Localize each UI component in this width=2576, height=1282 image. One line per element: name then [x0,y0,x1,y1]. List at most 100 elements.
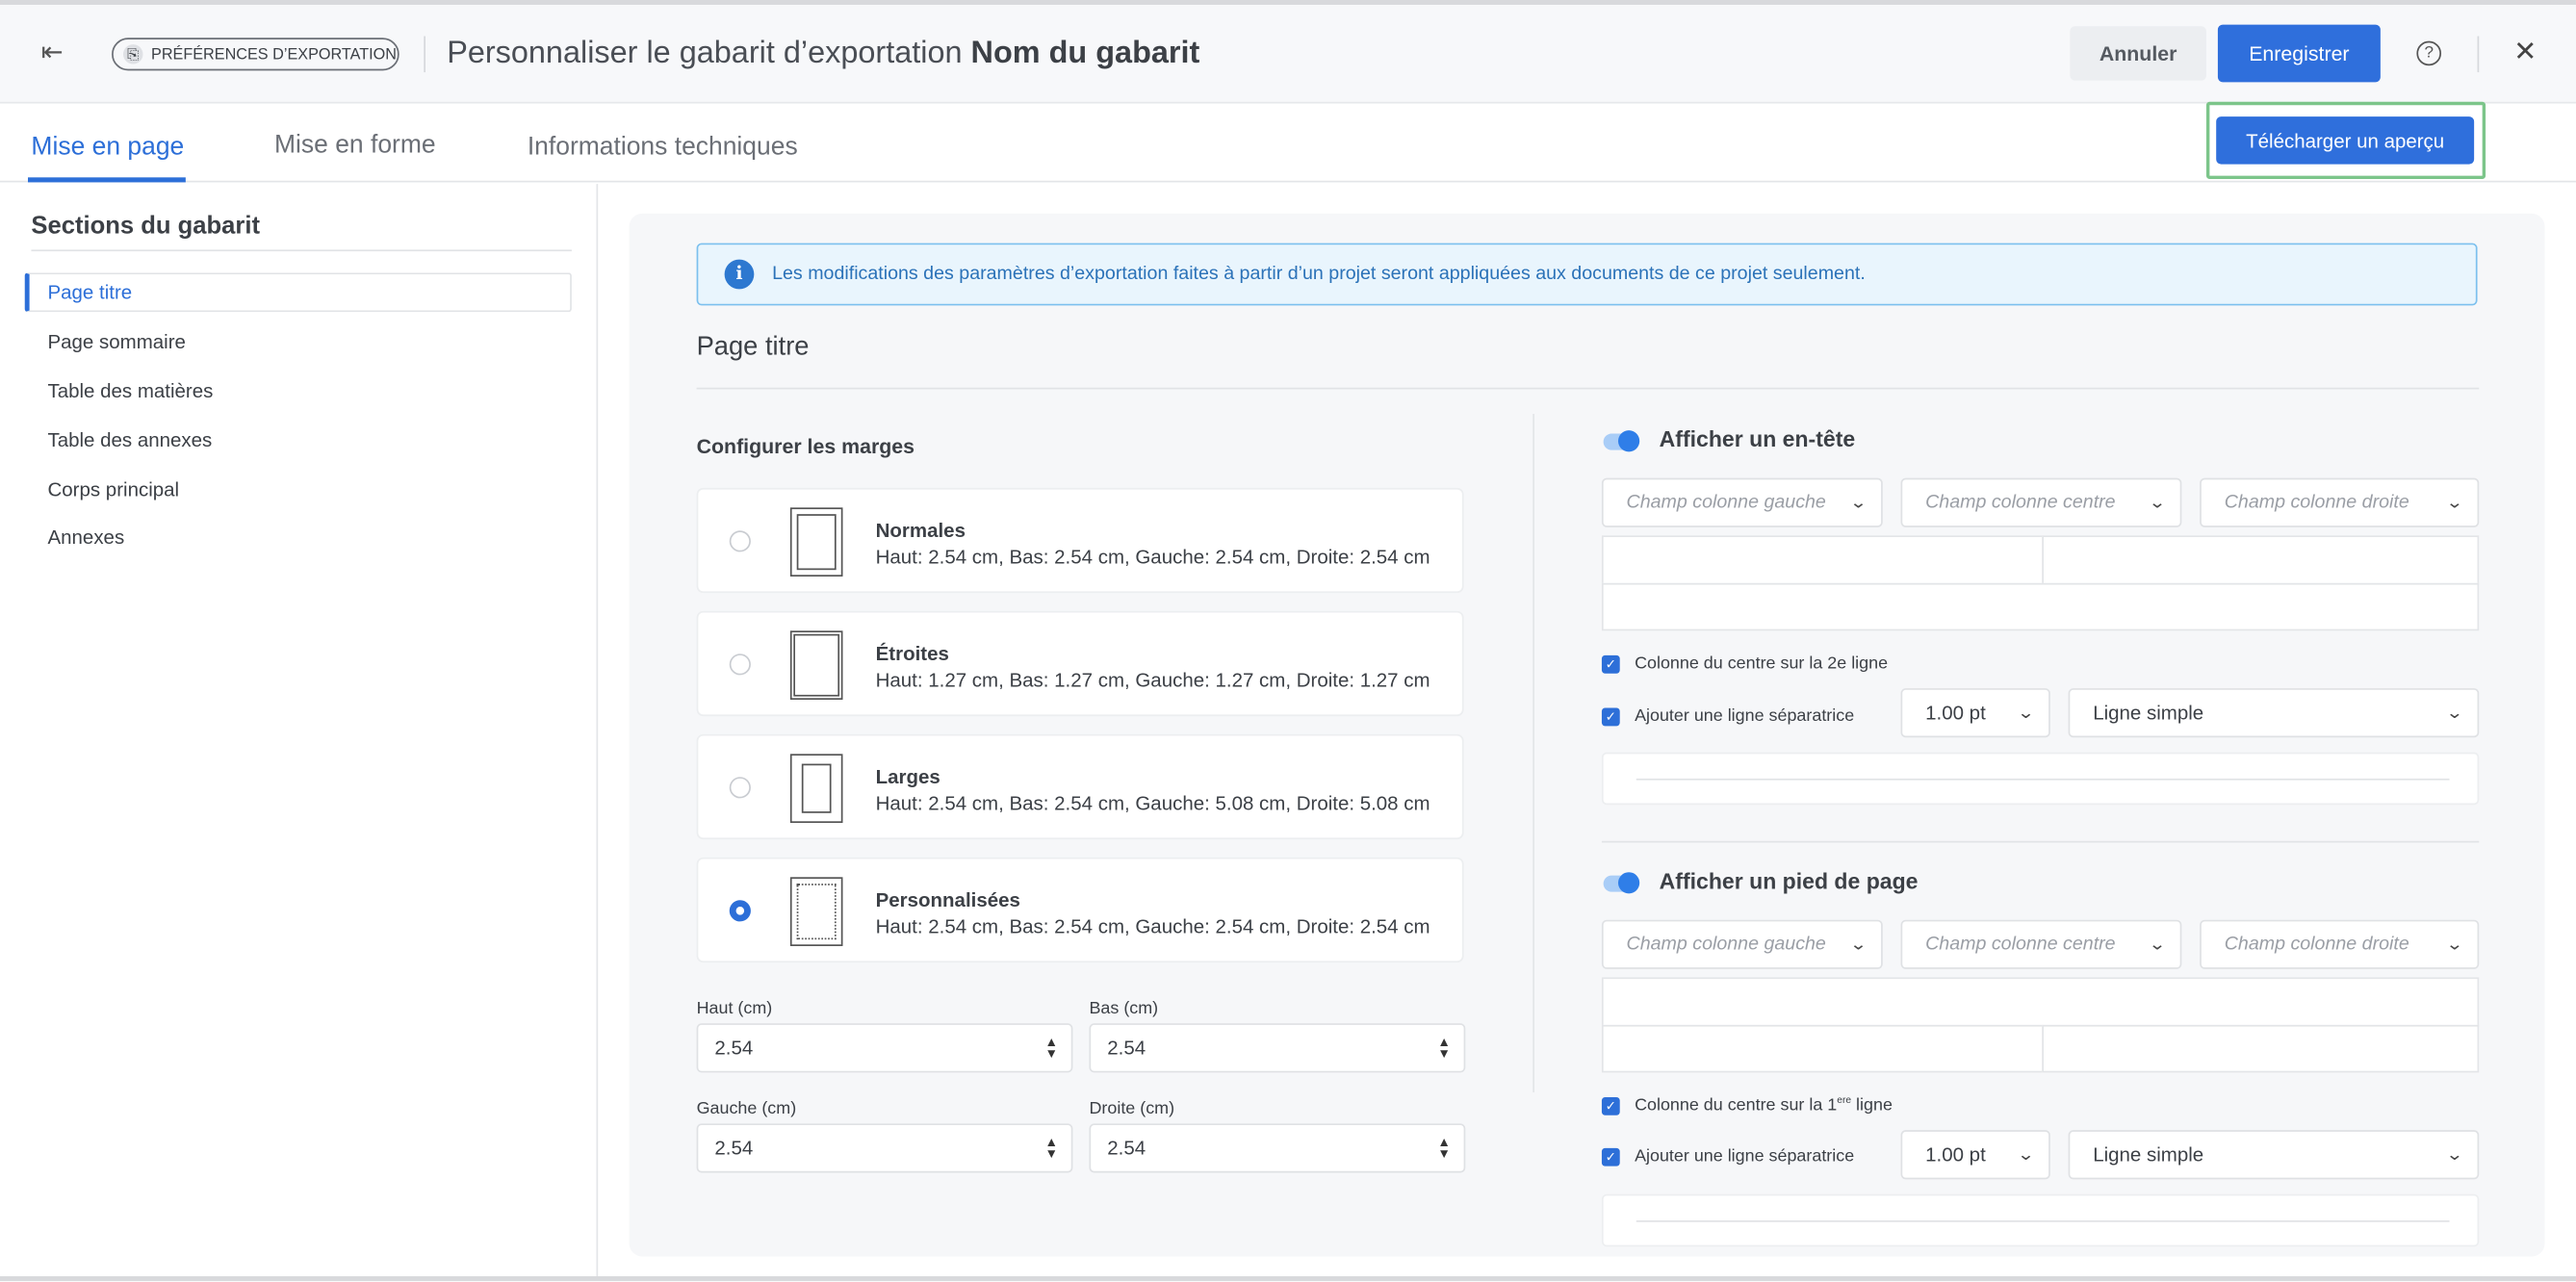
margin-option-etroites[interactable]: Étroites Haut: 1.27 cm, Bas: 1.27 cm, Ga… [696,610,1464,717]
bottom-margin-label: Bas (cm) [1089,998,1159,1019]
column-divider [1533,414,1534,1092]
footer-center-row-checkbox[interactable]: ✓ [1601,1097,1620,1115]
margins-title: Configurer les marges [696,435,915,459]
header-toggle-label: Afficher un en-tête [1659,426,1856,452]
page-title: Personnaliser le gabarit d’exportation N… [447,37,1199,73]
tab-bar [0,103,2576,183]
sidebar-item-table-des-matieres[interactable]: Table des matières [47,379,214,403]
footer-center-field-select[interactable]: Champ colonne centre ⌄ [1900,919,2182,969]
value: 2.54 [1107,1036,1146,1060]
option-desc: Haut: 2.54 cm, Bas: 2.54 cm, Gauche: 2.5… [875,914,1430,938]
footer-separator-label: Ajouter une ligne séparatrice [1635,1146,1855,1167]
info-banner: i Les modifications des paramètres d’exp… [696,243,2478,306]
header-separator-label: Ajouter une ligne séparatrice [1635,705,1855,727]
cancel-button[interactable]: Annuler [2070,26,2206,81]
chevron-down-icon: ⌄ [2016,704,2035,723]
header-separator-checkbox[interactable]: ✓ [1601,707,1620,727]
radio-normales[interactable] [729,530,751,552]
chevron-down-icon: ⌄ [2445,493,2463,512]
sidebar-title: Sections du gabarit [31,212,260,241]
stepper-icon[interactable]: ▲ ▼ [1437,1135,1451,1162]
download-preview-button[interactable]: Télécharger un aperçu [2216,116,2475,165]
value: 2.54 [714,1036,754,1060]
label-pre: Colonne du centre sur la 1 [1635,1095,1838,1115]
footer-toggle[interactable] [1603,872,1640,894]
top-margin-input[interactable]: 2.54 ▲ ▼ [696,1023,1073,1073]
option-desc: Haut: 1.27 cm, Bas: 1.27 cm, Gauche: 1.2… [875,668,1430,692]
help-icon[interactable]: ? [2416,40,2442,66]
stepper-icon[interactable]: ▲ ▼ [1044,1135,1059,1162]
collapse-left-icon[interactable]: ⇤ [40,38,64,67]
placeholder: Champ colonne centre [1925,935,2116,955]
margin-wide-icon [789,754,843,824]
header-right-field-select[interactable]: Champ colonne droite ⌄ [2200,477,2480,527]
radio-larges[interactable] [729,777,751,799]
sidebar-divider [31,249,572,252]
header-line-style-select[interactable]: Ligne simple ⌄ [2068,688,2480,738]
header-left-field-select[interactable]: Champ colonne gauche ⌄ [1601,477,1883,527]
option-desc: Haut: 2.54 cm, Bas: 2.54 cm, Gauche: 5.0… [875,791,1430,815]
save-button[interactable]: Enregistrer [2217,24,2381,83]
footer-line-style-select[interactable]: Ligne simple ⌄ [2068,1130,2480,1180]
export-preferences-chip[interactable]: ⎘ PRÉFÉRENCES D’EXPORTATION [112,38,399,71]
footer-right-field-select[interactable]: Champ colonne droite ⌄ [2200,919,2480,969]
sidebar-item-page-titre[interactable]: Page titre [47,280,133,304]
chevron-down-icon: ⌄ [2148,493,2166,512]
footer-thickness-select[interactable]: 1.00 pt ⌄ [1900,1130,2050,1180]
chip-label: PRÉFÉRENCES D’EXPORTATION [151,44,397,64]
header-center-row-checkbox[interactable]: ✓ [1601,654,1620,674]
info-icon: i [724,259,755,290]
chevron-down-icon: ⌄ [1848,935,1868,954]
header-center-field-select[interactable]: Champ colonne centre ⌄ [1900,477,2182,527]
footer-preview-left-cell [1601,1024,2045,1073]
header-preview-left-cell [1601,535,2045,585]
chevron-down-icon: ⌄ [1848,493,1868,512]
document-export-icon: ⎘ [122,44,143,64]
radio-personnalisees[interactable] [729,900,751,922]
section-title: Page titre [696,333,810,362]
section-divider [696,387,2480,390]
margin-narrow-icon [789,630,843,701]
footer-separator-preview [1601,1193,2480,1247]
placeholder: Champ colonne droite [2224,492,2409,513]
left-margin-input[interactable]: 2.54 ▲ ▼ [696,1123,1073,1173]
placeholder: Champ colonne gauche [1626,492,1826,513]
footer-left-field-select[interactable]: Champ colonne gauche ⌄ [1601,919,1883,969]
sidebar-item-table-des-annexes[interactable]: Table des annexes [47,428,213,452]
footer-toggle-label: Afficher un pied de page [1659,868,1919,894]
stepper-icon[interactable]: ▲ ▼ [1044,1035,1059,1062]
header-thickness-select[interactable]: 1.00 pt ⌄ [1900,688,2050,738]
header-toggle[interactable] [1603,430,1640,452]
value: Ligne simple [2093,1142,2204,1167]
highlight-outline [2205,101,2486,180]
stepper-icon[interactable]: ▲ ▼ [1437,1035,1451,1062]
value: 1.00 pt [1925,1142,1986,1167]
margin-option-normales[interactable]: Normales Haut: 2.54 cm, Bas: 2.54 cm, Ga… [696,487,1464,594]
margin-option-personnalisees[interactable]: Personnalisées Haut: 2.54 cm, Bas: 2.54 … [696,857,1464,963]
tab-mise-en-page[interactable]: Mise en page [31,133,185,162]
sidebar [0,184,599,1278]
bottom-margin-input[interactable]: 2.54 ▲ ▼ [1089,1023,1466,1073]
window-top-border [0,0,2576,6]
placeholder: Champ colonne centre [1925,492,2116,513]
right-margin-input[interactable]: 2.54 ▲ ▼ [1089,1123,1466,1173]
sidebar-item-annexes[interactable]: Annexes [47,526,125,550]
placeholder: Champ colonne gauche [1626,935,1826,955]
sidebar-item-corps-principal[interactable]: Corps principal [47,477,180,501]
option-title: Normales [875,519,966,543]
right-margin-label: Droite (cm) [1089,1098,1175,1119]
margin-option-larges[interactable]: Larges Haut: 2.54 cm, Bas: 2.54 cm, Gauc… [696,733,1464,840]
close-icon[interactable]: ✕ [2513,36,2537,67]
chevron-down-icon: ⌄ [2445,704,2463,723]
option-title: Personnalisées [875,888,1020,912]
footer-separator-checkbox[interactable]: ✓ [1601,1147,1620,1167]
tab-informations-techniques[interactable]: Informations techniques [527,133,798,162]
sidebar-item-page-sommaire[interactable]: Page sommaire [47,330,186,353]
window-bottom-border [0,1276,2576,1282]
tab-mise-en-forme[interactable]: Mise en forme [274,131,436,160]
active-tab-underline [28,177,186,183]
radio-etroites[interactable] [729,654,751,676]
left-margin-label: Gauche (cm) [696,1098,797,1119]
placeholder: Champ colonne droite [2224,935,2409,955]
